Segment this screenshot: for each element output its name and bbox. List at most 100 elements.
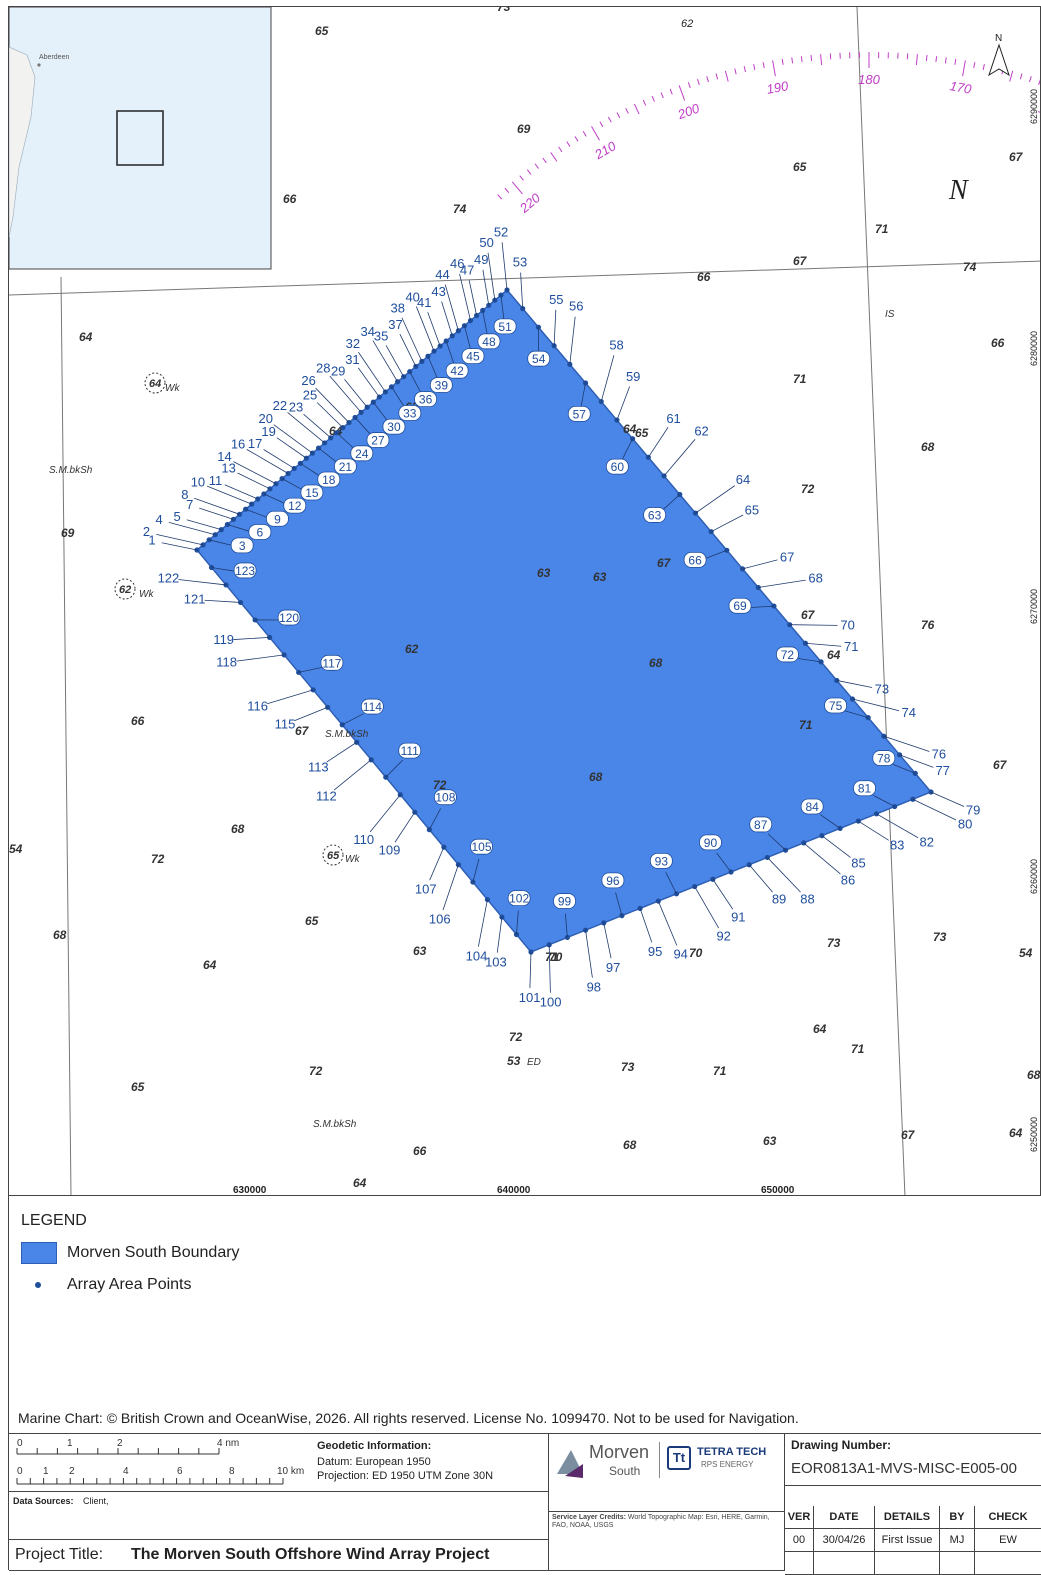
compass-tick [936, 56, 937, 62]
logo-south-text: South [609, 1464, 640, 1478]
point-leader [758, 580, 805, 587]
compass-top-label: 62 [681, 18, 693, 30]
legend: LEGEND Morven South Boundary Array Area … [8, 1196, 1041, 1436]
grid-y-label: 6260000 [1029, 859, 1039, 894]
rev-cell: 00 [785, 1529, 814, 1552]
rev-header: CHECK [975, 1506, 1041, 1529]
depth-sounding: 63 [537, 566, 551, 580]
compass-tick [670, 89, 672, 95]
scale-nm-label: 2 [117, 1438, 123, 1449]
compass-label: 180 [858, 72, 880, 87]
point-label: 76 [932, 747, 946, 762]
point-label: 5 [173, 509, 180, 524]
map-frame[interactable]: Aberdeen 22021020019018017016015062N N 6… [8, 6, 1041, 1196]
depth-sounding: 68 [623, 1138, 637, 1152]
depth-sounding: 64 [203, 958, 217, 972]
compass-tick [543, 158, 547, 163]
compass-tick [735, 68, 736, 74]
point-label: 16 [231, 436, 245, 451]
point-label: 67 [780, 549, 794, 564]
drawing-number: EOR0813A1-MVS-MISC-E005-00 [791, 1460, 1017, 1477]
point-label: 38 [390, 301, 404, 316]
point-leader [207, 486, 252, 504]
point-leader [277, 438, 307, 459]
point-label: 51 [498, 320, 512, 334]
depth-sounding: 66 [283, 192, 297, 206]
point-label: 109 [379, 843, 401, 858]
depth-sounding: 67 [657, 556, 672, 570]
compass-label: 190 [765, 78, 790, 97]
compass-tick [1020, 73, 1022, 79]
point-leader [586, 930, 593, 978]
point-label: 14 [217, 449, 231, 464]
point-label: 53 [513, 255, 527, 270]
point-leader [373, 341, 398, 382]
point-label: 10 [191, 474, 205, 489]
point-label: 116 [247, 699, 268, 714]
point-label: 91 [731, 910, 745, 925]
compass-tick [916, 54, 917, 65]
depth-sounding: 68 [231, 822, 245, 836]
point-leader [658, 901, 677, 945]
grid-x-label: 630000 [233, 1185, 267, 1196]
depth-sounding: 76 [921, 618, 935, 632]
compass-tick [773, 60, 776, 76]
point-label: 105 [471, 840, 491, 854]
grid-y-label: 6270000 [1029, 589, 1039, 624]
data-sources-label: Data Sources: [13, 1496, 74, 1506]
chart-note: IS [885, 309, 895, 320]
point-label: 37 [388, 317, 402, 332]
array-point [724, 548, 729, 553]
point-leader [790, 625, 838, 626]
morven-logo-icon [555, 1444, 585, 1478]
compass-tick [583, 131, 586, 136]
point-label: 87 [754, 818, 768, 832]
compass-tick [697, 79, 699, 85]
point-leader [478, 900, 487, 947]
array-point [837, 826, 842, 831]
point-label: 54 [532, 352, 546, 366]
point-leader [442, 302, 453, 336]
chart-note: ED [527, 1057, 541, 1068]
compass-tick [520, 176, 524, 181]
depth-sounding: 66 [131, 714, 145, 728]
depth-sounding: 64 [813, 1022, 827, 1036]
point-leader [713, 879, 733, 909]
scale-nm-label: 1 [67, 1438, 73, 1449]
point-leader [327, 742, 357, 762]
scale-km-label: 2 [69, 1466, 75, 1477]
point-label: 6 [257, 526, 264, 540]
point-label: 8 [181, 487, 188, 502]
point-leader [169, 522, 215, 534]
tetra-tech-logo-icon: Tt [667, 1446, 691, 1470]
point-label: 24 [355, 447, 369, 461]
point-label: 121 [184, 592, 206, 607]
depth-sounding: 73 [497, 7, 511, 14]
point-label: 21 [339, 460, 353, 474]
depth-sounding: 54 [9, 842, 23, 856]
point-label: 83 [890, 838, 904, 853]
point-label: 99 [558, 895, 572, 909]
compass-tick [575, 136, 578, 141]
point-leader [805, 643, 841, 646]
point-label: 62 [694, 424, 708, 439]
array-point [261, 491, 266, 496]
point-label: 106 [429, 912, 451, 927]
point-label: 65 [745, 502, 759, 517]
point-label: 93 [655, 854, 669, 868]
depth-sounding: 71 [851, 1042, 865, 1056]
point-leader [502, 242, 507, 290]
wreck-depth: 64 [149, 378, 161, 390]
rev-cell: First Issue [875, 1529, 940, 1552]
point-leader [554, 310, 556, 346]
compass-tick [821, 54, 822, 65]
point-label: 45 [466, 350, 480, 364]
point-label: 19 [261, 424, 275, 439]
chart-note: S.M.bkSh [313, 1119, 357, 1130]
point-leader [604, 923, 611, 958]
point-label: 18 [322, 473, 336, 487]
point-label: 69 [733, 599, 747, 613]
point-label: 23 [289, 400, 303, 415]
array-point [913, 771, 918, 776]
